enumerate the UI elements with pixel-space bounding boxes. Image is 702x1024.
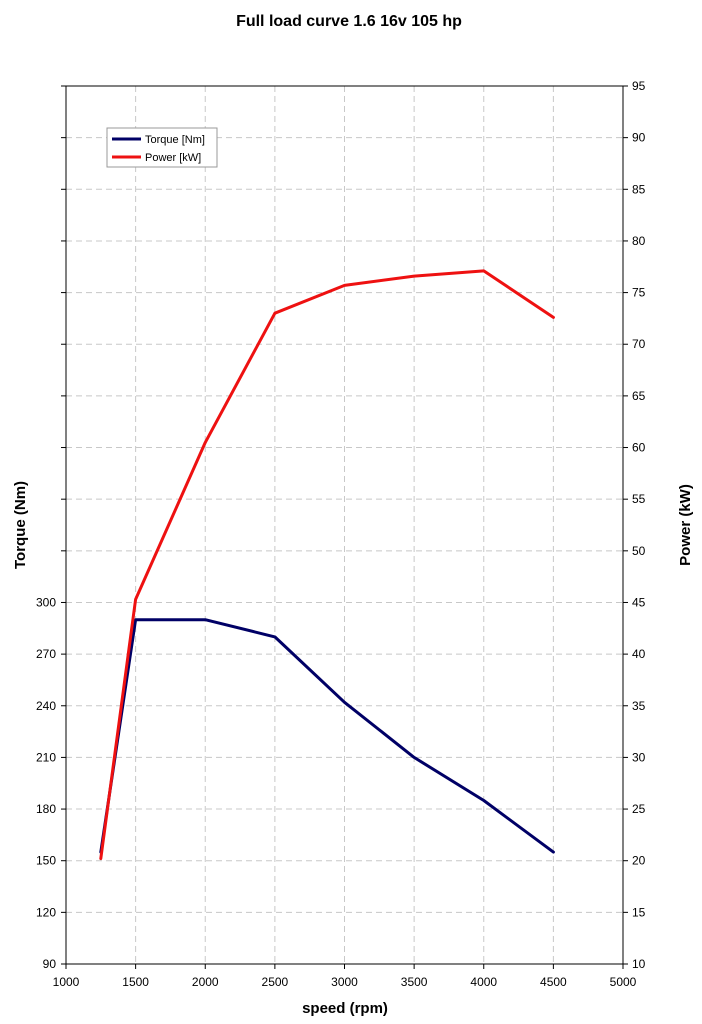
y-tick-label: 180 — [36, 802, 56, 816]
y2-tick-label: 85 — [632, 182, 646, 196]
power-series-line — [99, 269, 555, 861]
y2-tick-label: 30 — [632, 750, 646, 764]
y2-tick-label: 25 — [632, 802, 646, 816]
y-tick-label: 150 — [36, 854, 56, 868]
series-lines — [99, 269, 555, 861]
y2-tick-label: 35 — [632, 699, 646, 713]
y-tick-label: 120 — [36, 905, 56, 919]
x-tick-label: 2500 — [262, 975, 289, 989]
y-tick-label: 90 — [43, 957, 57, 971]
x-tick-label: 5000 — [610, 975, 637, 989]
legend: Torque [Nm] Power [kW] — [106, 127, 218, 168]
y2-tick-label: 80 — [632, 234, 646, 248]
x-tick-label: 3500 — [401, 975, 428, 989]
y2-tick-label: 20 — [632, 854, 646, 868]
y2-tick-label: 15 — [632, 905, 646, 919]
y-tick-label: 300 — [36, 595, 56, 609]
chart-title: Full load curve 1.6 16v 105 hp — [236, 13, 462, 30]
y2-tick-label: 60 — [632, 441, 646, 455]
legend-label: Torque [Nm] — [145, 134, 205, 146]
y-tick-label: 270 — [36, 647, 56, 661]
legend-label: Power [kW] — [145, 152, 201, 164]
y2-tick-label: 95 — [632, 79, 646, 93]
axis-ticks: 10 15 20 25 30 35 40 45 50 55 60 65 70 75 80 85 90 95 90 12… — [36, 79, 646, 989]
y2-tick-label: 75 — [632, 286, 646, 300]
y2-tick-label: 55 — [632, 492, 646, 506]
x-tick-label: 4500 — [540, 975, 567, 989]
x-axis-title: speed (rpm) — [302, 1000, 388, 1017]
torque-series-line — [99, 618, 555, 854]
x-tick-label: 1500 — [122, 975, 149, 989]
y2-tick-label: 90 — [632, 131, 646, 145]
y2-tick-label: 10 — [632, 957, 646, 971]
grid-lines — [66, 86, 623, 964]
x-tick-label: 2000 — [192, 975, 219, 989]
x-tick-label: 3000 — [331, 975, 358, 989]
y-axis-title-left: Torque (Nm) — [12, 481, 29, 569]
y-tick-label: 210 — [36, 750, 56, 764]
y2-tick-label: 45 — [632, 595, 646, 609]
y-tick-label: 240 — [36, 699, 56, 713]
x-tick-label: 1000 — [53, 975, 80, 989]
legend-box — [106, 127, 218, 168]
y2-tick-label: 65 — [632, 389, 646, 403]
y2-tick-label: 70 — [632, 337, 646, 351]
y-axis-title-right: Power (kW) — [677, 484, 694, 566]
y2-tick-label: 40 — [632, 647, 646, 661]
y2-tick-label: 50 — [632, 544, 646, 558]
x-tick-label: 4000 — [470, 975, 497, 989]
